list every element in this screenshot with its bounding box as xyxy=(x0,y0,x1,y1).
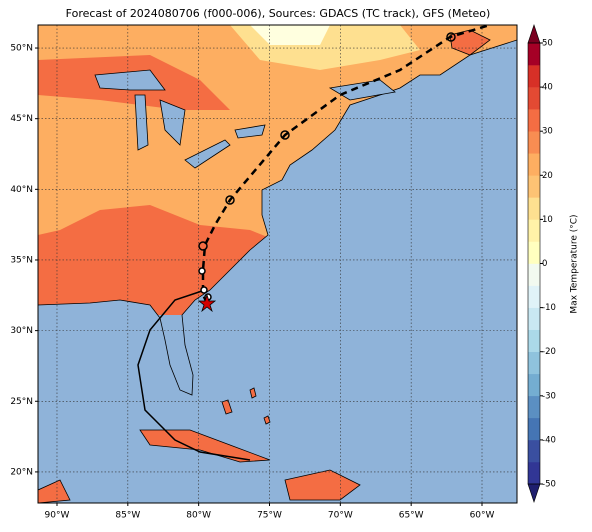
colorbar-band xyxy=(528,43,540,66)
y-tick-label: 40°N xyxy=(10,185,33,195)
x-tick-label: 75°W xyxy=(257,511,282,521)
colorbar-band xyxy=(528,153,540,176)
colorbar-band xyxy=(528,307,540,330)
x-tick-label: 85°W xyxy=(115,511,140,521)
colorbar-under xyxy=(527,483,541,503)
colorbar-tick-label: 10 xyxy=(542,215,553,225)
forecast-track xyxy=(201,25,491,304)
colorbar-tick-label: -40 xyxy=(542,435,556,445)
colorbar-band xyxy=(528,241,540,264)
y-tick-label: 20°N xyxy=(10,467,33,477)
colorbar-band xyxy=(528,351,540,375)
colorbar-band xyxy=(528,109,540,132)
colorbar-band xyxy=(528,329,540,352)
track-line xyxy=(137,289,251,461)
colorbar-band xyxy=(528,417,540,441)
y-tick-label: 35°N xyxy=(10,255,33,265)
colorbar-over xyxy=(527,24,541,44)
map-area xyxy=(38,25,517,503)
y-tick-label: 45°N xyxy=(10,114,33,124)
colorbar-tick-label: 0 xyxy=(542,259,547,269)
y-tick-label: 50°N xyxy=(10,44,33,54)
colorbar: -50 -40 -30 -20 -10 0 10 20 30 40 50 xyxy=(527,24,556,503)
map-title: Forecast of 2024080706 (f000-006), Sourc… xyxy=(66,7,491,20)
colorbar-tick-label: -50 xyxy=(542,480,556,490)
colorbar-band xyxy=(528,439,540,463)
colorbar-tick-label: -30 xyxy=(542,391,556,401)
current-position xyxy=(197,293,217,313)
colorbar-band xyxy=(528,461,540,485)
colorbar-band xyxy=(528,373,540,397)
colorbar-label: Max Temperature (°C) xyxy=(570,214,580,313)
colorbar-band xyxy=(528,395,540,419)
colorbar-tick-label: -10 xyxy=(542,303,556,313)
x-tick-label: 90°W xyxy=(45,511,70,521)
track-points xyxy=(198,32,456,301)
x-tick-label: 80°W xyxy=(186,511,211,521)
colorbar-band xyxy=(528,131,540,154)
colorbar-tick-label: 30 xyxy=(542,127,553,137)
colorbar-band xyxy=(528,197,540,220)
colorbar-tick-label: 50 xyxy=(542,39,553,49)
colorbar-tick-label: 20 xyxy=(542,171,553,181)
colorbar-band xyxy=(528,219,540,242)
x-tick-label: 70°W xyxy=(328,511,353,521)
map-frame xyxy=(37,24,518,504)
colorbar-band xyxy=(528,175,540,198)
y-tick-label: 25°N xyxy=(10,397,33,407)
colorbar-tick-label: -20 xyxy=(542,347,556,357)
colorbar-band xyxy=(528,87,540,110)
graticule xyxy=(38,25,517,503)
y-tick-label: 30°N xyxy=(10,326,33,336)
x-tick-label: 65°W xyxy=(399,511,424,521)
colorbar-band xyxy=(528,285,540,308)
x-tick-label: 60°W xyxy=(470,511,495,521)
colorbar-band xyxy=(528,263,540,286)
colorbar-tick-label: 40 xyxy=(542,83,553,93)
colorbar-band xyxy=(528,65,540,88)
